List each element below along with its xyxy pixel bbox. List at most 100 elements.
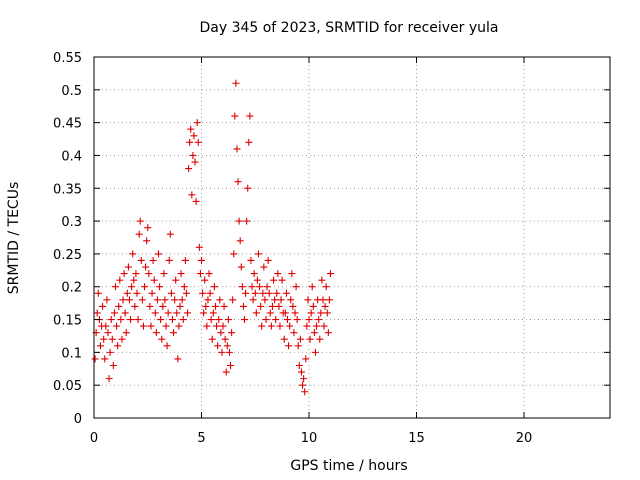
data-point — [181, 256, 189, 264]
data-point — [284, 316, 291, 324]
data-point — [199, 289, 207, 297]
data-point — [153, 296, 161, 304]
data-point — [245, 138, 253, 146]
data-point — [99, 302, 107, 310]
data-point — [187, 125, 195, 133]
data-point — [122, 329, 130, 337]
data-point — [316, 335, 324, 343]
data-point — [259, 289, 267, 297]
data-point — [228, 329, 236, 337]
data-point — [127, 316, 135, 324]
data-point — [115, 302, 123, 310]
data-point — [222, 368, 230, 376]
data-point — [208, 335, 216, 343]
data-point — [319, 296, 327, 304]
data-point — [230, 250, 238, 258]
data-point — [244, 184, 252, 192]
data-point — [257, 302, 265, 310]
data-point — [302, 355, 310, 363]
data-point — [170, 329, 178, 337]
data-point — [173, 309, 181, 317]
data-point — [133, 289, 141, 297]
data-point — [176, 302, 184, 310]
data-point — [129, 250, 137, 258]
chart-title: Day 345 of 2023, SRMTID for receiver yul… — [199, 20, 498, 36]
data-point — [315, 316, 323, 324]
data-point — [229, 296, 237, 304]
y-tick-label: 0.2 — [61, 281, 82, 296]
data-point — [180, 283, 188, 291]
x-axis-ticks: 0 5 10 15 20 — [90, 57, 532, 446]
data-point — [96, 342, 104, 350]
data-point — [236, 237, 244, 245]
data-point — [203, 322, 211, 330]
y-tick-label: 0.45 — [53, 117, 82, 132]
data-point — [185, 165, 193, 173]
data-point — [317, 309, 325, 317]
data-point — [190, 132, 198, 140]
data-point — [311, 348, 319, 356]
data-point — [235, 217, 243, 225]
data-point — [158, 335, 166, 343]
y-tick-label: 0.1 — [61, 346, 82, 361]
data-point — [215, 316, 223, 324]
data-point — [323, 309, 331, 317]
data-point — [286, 322, 294, 330]
data-point — [100, 335, 108, 343]
data-point — [231, 112, 239, 120]
data-point — [150, 276, 158, 284]
data-point — [155, 250, 162, 258]
data-point — [270, 276, 278, 284]
data-point — [161, 296, 169, 304]
data-point — [272, 316, 280, 324]
data-point — [198, 256, 205, 264]
data-point — [125, 296, 133, 304]
data-point — [178, 296, 186, 304]
data-point — [160, 270, 168, 278]
data-point — [292, 283, 300, 291]
data-point — [271, 296, 279, 304]
data-point — [123, 289, 131, 297]
data-point — [146, 302, 154, 310]
data-point — [225, 348, 233, 356]
y-tick-label: 0.5 — [61, 84, 82, 99]
data-point — [157, 316, 165, 324]
data-point — [121, 309, 129, 317]
data-point — [142, 263, 150, 271]
data-point — [309, 302, 317, 310]
data-point — [106, 348, 114, 356]
data-point — [109, 361, 117, 369]
data-point — [325, 296, 333, 304]
data-point — [163, 342, 171, 350]
data-point — [202, 302, 210, 310]
data-point — [193, 119, 201, 127]
data-point — [175, 322, 183, 330]
plot-frame — [93, 56, 611, 419]
data-point — [159, 302, 167, 310]
data-point — [136, 217, 144, 225]
data-point — [188, 191, 196, 199]
data-point — [254, 250, 262, 258]
data-point — [308, 283, 316, 291]
data-point — [288, 270, 296, 278]
data-point — [206, 289, 214, 297]
data-point — [186, 138, 194, 146]
x-tick-label: 20 — [516, 431, 533, 446]
data-point — [252, 309, 260, 317]
data-point — [306, 335, 314, 343]
y-tick-label: 0.55 — [53, 51, 82, 66]
data-point — [290, 329, 298, 337]
data-point — [294, 342, 302, 350]
data-point — [242, 289, 250, 297]
data-point — [120, 270, 128, 278]
data-point — [191, 158, 199, 166]
data-point — [278, 276, 286, 284]
data-point — [275, 302, 283, 310]
data-point — [234, 178, 242, 186]
data-point — [104, 329, 112, 337]
data-point — [301, 388, 309, 396]
data-point — [251, 289, 259, 297]
data-point — [167, 289, 175, 297]
data-point — [247, 256, 255, 264]
data-point — [179, 316, 187, 324]
